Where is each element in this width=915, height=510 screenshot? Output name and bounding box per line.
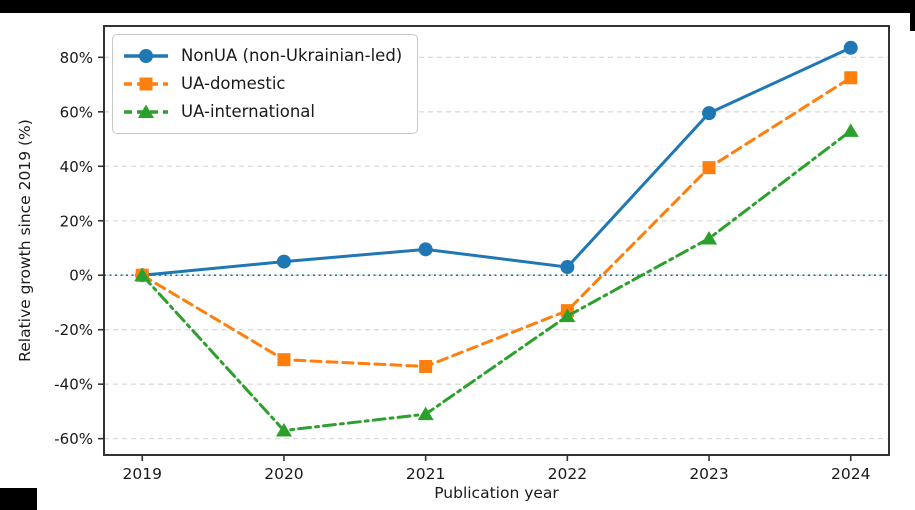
y-tick-label: -20% (54, 321, 93, 339)
data-point-marker-series2 (417, 406, 434, 421)
y-tick-label: 60% (60, 103, 93, 121)
legend-item-ua-international: UA-international (123, 98, 402, 125)
data-point-marker-series2 (842, 123, 859, 137)
x-tick-label: 2023 (689, 465, 728, 483)
series-line-0 (140, 46, 853, 277)
bottom-left-black-block (0, 488, 37, 510)
data-point-marker-series2 (275, 422, 292, 437)
series-line-1 (140, 76, 853, 368)
plot-frame (103, 25, 890, 456)
legend-swatch-nonua-icon (124, 48, 168, 63)
legend-marker-2 (138, 104, 154, 118)
data-point-marker-series0 (702, 106, 717, 121)
data-point-marker-series2 (559, 308, 576, 323)
legend-item-nonua: NonUA (non-Ukrainian-led) (123, 42, 402, 69)
data-point-marker-series1 (419, 359, 433, 373)
y-tick-label: 0% (69, 267, 93, 285)
data-point-marker-series0 (560, 260, 575, 275)
data-point-marker-series0 (843, 40, 858, 55)
top-black-bar (0, 0, 915, 13)
data-point-marker-series2 (134, 267, 151, 282)
x-axis-label: Publication year (434, 484, 559, 502)
top-right-black-strip (910, 0, 915, 31)
legend-swatch-ua-international-icon (124, 104, 168, 118)
y-tick-label: 40% (60, 158, 93, 176)
legend-marker-0 (139, 48, 153, 63)
x-tick-label: 2022 (548, 465, 587, 483)
y-axis-label: Relative growth since 2019 (%) (16, 119, 34, 362)
y-tick-label: 20% (60, 212, 93, 230)
legend-label-ua-domestic: UA-domestic (181, 74, 286, 93)
y-tick-label: 80% (60, 49, 93, 67)
data-point-marker-series1 (277, 353, 291, 367)
legend-item-ua-domestic: UA-domestic (123, 70, 402, 97)
data-point-marker-series2 (701, 230, 718, 245)
chart-legend: NonUA (non-Ukrainian-led) UA-domestic UA… (112, 34, 419, 134)
data-point-marker-series1 (844, 71, 858, 85)
y-tick-label: -40% (54, 376, 93, 394)
data-point-marker-series0 (276, 254, 291, 269)
x-tick-label: 2024 (831, 465, 870, 483)
legend-label-nonua: NonUA (non-Ukrainian-led) (181, 46, 403, 65)
x-tick-label: 2019 (123, 465, 162, 483)
legend-swatch-ua-domestic-icon (124, 77, 168, 90)
y-tick-label: -60% (54, 430, 93, 448)
data-point-marker-series1 (702, 161, 716, 175)
series-line-2 (140, 129, 853, 433)
legend-marker-1 (139, 77, 153, 90)
x-tick-label: 2021 (406, 465, 445, 483)
data-point-marker-series0 (418, 242, 433, 257)
legend-label-ua-international: UA-international (181, 102, 315, 121)
x-tick-label: 2020 (264, 465, 303, 483)
